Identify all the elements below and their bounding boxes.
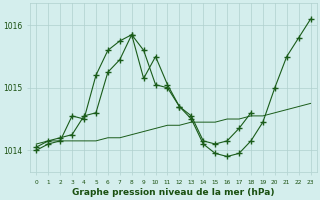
X-axis label: Graphe pression niveau de la mer (hPa): Graphe pression niveau de la mer (hPa) xyxy=(72,188,275,197)
